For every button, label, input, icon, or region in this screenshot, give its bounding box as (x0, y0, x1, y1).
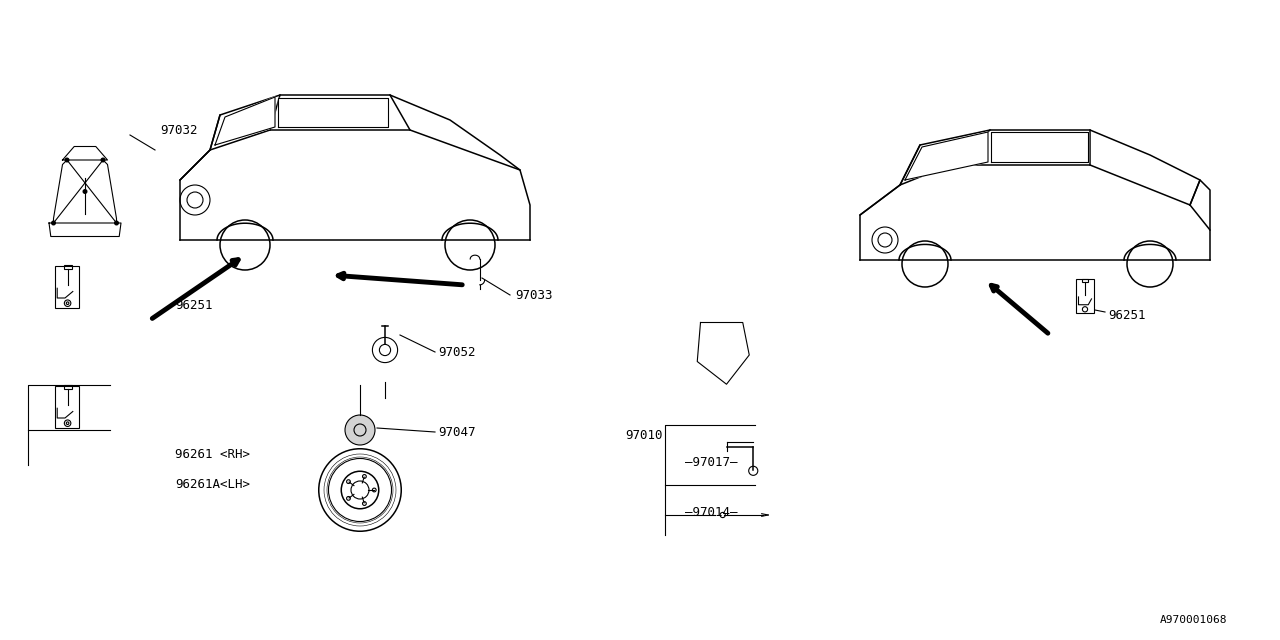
Text: 96251: 96251 (1108, 308, 1146, 321)
Circle shape (83, 189, 87, 193)
Text: 97010: 97010 (625, 429, 663, 442)
Bar (55, 266, 79, 308)
Text: 97047: 97047 (438, 426, 475, 438)
Text: 96261A<LH>: 96261A<LH> (175, 479, 250, 492)
Bar (1083, 279, 1088, 282)
Text: 97052: 97052 (438, 346, 475, 358)
Text: —97014—: —97014— (685, 506, 737, 518)
Circle shape (115, 221, 118, 225)
Circle shape (101, 158, 105, 162)
Bar (64, 385, 72, 388)
Text: 96261 <RH>: 96261 <RH> (175, 449, 250, 461)
Circle shape (51, 221, 55, 225)
Circle shape (65, 158, 69, 162)
Text: —97017—: —97017— (685, 456, 737, 468)
Text: 97033: 97033 (515, 289, 553, 301)
Circle shape (724, 360, 728, 364)
Circle shape (718, 330, 722, 334)
Polygon shape (991, 132, 1088, 162)
Bar (55, 385, 79, 428)
Text: A970001068: A970001068 (1160, 615, 1228, 625)
Polygon shape (215, 97, 275, 145)
Polygon shape (278, 98, 388, 127)
Circle shape (346, 415, 375, 445)
Bar (64, 265, 72, 269)
Polygon shape (905, 132, 988, 180)
Bar (1076, 279, 1094, 312)
Text: 96251: 96251 (175, 298, 212, 312)
Text: 97032: 97032 (160, 124, 197, 136)
Polygon shape (698, 323, 749, 384)
